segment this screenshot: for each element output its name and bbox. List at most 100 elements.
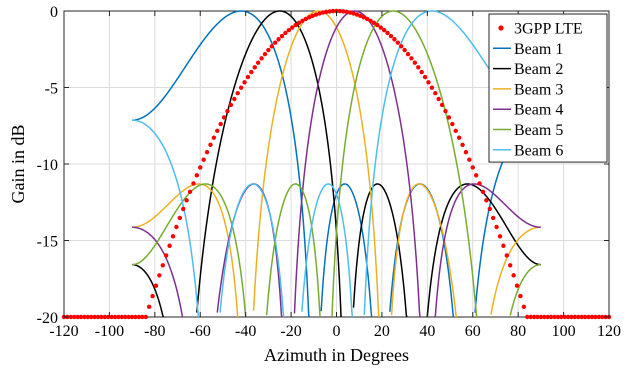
reference-point: [136, 314, 142, 320]
reference-point: [68, 314, 74, 320]
reference-point: [341, 9, 346, 14]
reference-point: [313, 12, 319, 17]
reference-point: [443, 108, 448, 114]
reference-point: [392, 37, 397, 42]
reference-point: [204, 149, 210, 155]
reference-point: [473, 173, 479, 178]
reference-point: [255, 60, 261, 65]
reference-point: [501, 243, 506, 248]
reference-point: [494, 224, 499, 230]
reference-point: [508, 263, 513, 268]
reference-point: [296, 20, 302, 26]
reference-point: [388, 33, 394, 39]
reference-point: [276, 37, 281, 42]
reference-point: [422, 74, 428, 80]
x-tick-label: -80: [144, 323, 165, 340]
reference-point: [320, 10, 326, 15]
legend-label: 3GPP LTE: [514, 21, 583, 38]
reference-point: [177, 215, 183, 221]
legend-label: Beam 2: [514, 61, 563, 78]
reference-point: [228, 102, 234, 108]
reference-point: [528, 314, 533, 320]
reference-point: [112, 314, 118, 320]
reference-point: [552, 314, 557, 320]
reference-point: [351, 11, 356, 16]
reference-point: [198, 165, 203, 170]
reference-point: [514, 283, 520, 288]
reference-point: [572, 314, 578, 320]
series-line-beam-1: [132, 10, 541, 317]
reference-point: [283, 30, 288, 36]
reference-point: [221, 115, 227, 120]
reference-point: [317, 11, 322, 16]
reference-point: [337, 8, 343, 14]
y-tick-label: 0: [50, 4, 58, 21]
reference-point: [548, 314, 554, 320]
reference-point: [235, 91, 240, 96]
reference-point: [480, 189, 486, 194]
reference-point: [232, 96, 237, 102]
reference-point: [290, 25, 295, 30]
reference-point: [293, 22, 298, 28]
reference-point: [72, 314, 77, 320]
reference-point: [225, 108, 230, 114]
reference-point: [497, 234, 503, 239]
reference-point: [160, 263, 165, 268]
x-tick-label: 120: [597, 323, 621, 340]
reference-point: [555, 314, 561, 320]
reference-point: [395, 40, 401, 45]
reference-point: [559, 314, 564, 320]
reference-point: [460, 142, 465, 148]
reference-point: [405, 51, 411, 57]
reference-point: [535, 314, 540, 320]
reference-series: [61, 8, 612, 320]
reference-point: [433, 91, 438, 96]
reference-point: [371, 20, 377, 26]
reference-point: [95, 314, 101, 320]
y-tick-label: -15: [37, 234, 58, 251]
reference-point: [542, 314, 547, 320]
legend-box: [488, 13, 608, 163]
reference-point: [126, 314, 131, 320]
reference-point: [242, 80, 247, 85]
x-tick-label: 20: [374, 323, 390, 340]
reference-point: [99, 314, 104, 320]
reference-point: [75, 314, 80, 320]
reference-point: [170, 234, 176, 239]
reference-point: [446, 115, 452, 120]
reference-point: [439, 102, 445, 108]
reference-point: [157, 273, 162, 278]
reference-point: [330, 8, 336, 14]
reference-point: [238, 85, 244, 90]
reference-point: [545, 314, 550, 320]
reference-point: [456, 135, 462, 140]
reference-point: [143, 314, 148, 320]
reference-point: [593, 314, 598, 320]
reference-point: [300, 18, 305, 23]
reference-point: [92, 314, 97, 320]
series-line-beam-3: [132, 10, 541, 317]
reference-point: [368, 18, 373, 23]
reference-point: [375, 22, 380, 28]
reference-point: [416, 65, 421, 70]
reference-point: [586, 314, 591, 320]
y-tick-label: -20: [37, 310, 58, 327]
reference-point: [269, 44, 274, 49]
reference-point: [262, 51, 268, 57]
reference-point: [208, 142, 213, 148]
series-line-beam-6: [132, 10, 541, 317]
reference-point: [576, 314, 581, 320]
reference-point: [470, 165, 475, 170]
legend: 3GPP LTE Beam 1 Beam 2 Beam 3 Beam 4 Beam 5 Be…: [488, 13, 608, 163]
reference-point: [426, 80, 431, 85]
reference-point: [187, 189, 193, 194]
reference-point: [82, 314, 87, 320]
reference-point: [579, 314, 584, 320]
reference-point: [249, 69, 254, 75]
reference-point: [518, 293, 523, 299]
reference-point: [174, 224, 179, 230]
reference-point: [409, 56, 414, 61]
reference-point: [361, 15, 366, 20]
reference-point: [119, 314, 125, 320]
